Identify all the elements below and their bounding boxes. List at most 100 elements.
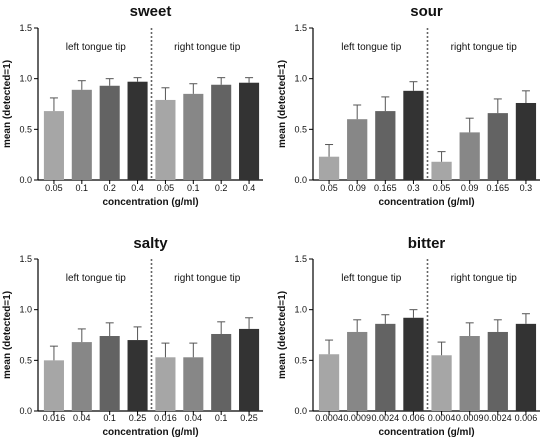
bar [127, 340, 148, 411]
x-tick-label: 0.09 [348, 183, 366, 193]
bar [487, 113, 508, 180]
y-tick-label: 1.0 [294, 305, 307, 315]
x-tick-label: 0.2 [215, 183, 228, 193]
y-tick-label: 0.0 [19, 406, 32, 416]
bar [183, 357, 204, 411]
y-tick-label: 0.5 [19, 124, 32, 134]
y-tick-label: 1.0 [19, 74, 32, 84]
x-tick-label: 0.25 [129, 413, 147, 423]
chart-title: sweet [130, 3, 172, 20]
y-axis-label: mean (detected=1) [2, 60, 13, 148]
y-tick-label: 0.0 [19, 175, 32, 185]
bar [183, 93, 204, 180]
x-tick-label: 0.3 [520, 183, 533, 193]
group-label-left: left tongue tip [66, 273, 126, 284]
group-label-right: right tongue tip [174, 42, 241, 53]
chart-title: salty [133, 235, 168, 252]
x-tick-label: 0.0009 [456, 413, 484, 423]
bar [459, 132, 480, 180]
y-axis-label: mean (detected=1) [277, 291, 288, 379]
x-tick-label: 0.0009 [343, 413, 371, 423]
x-tick-label: 0.165 [374, 183, 397, 193]
bar [375, 111, 396, 180]
x-tick-label: 0.05 [45, 183, 63, 193]
bar [211, 333, 232, 411]
x-tick-label: 0.1 [215, 413, 228, 423]
y-axis-label: mean (detected=1) [277, 60, 288, 148]
bar [71, 342, 92, 411]
x-tick-label: 0.016 [43, 413, 66, 423]
x-axis-label: concentration (g/ml) [378, 197, 474, 208]
bar [239, 82, 260, 180]
x-tick-label: 0.0024 [372, 413, 400, 423]
x-tick-label: 0.0024 [484, 413, 512, 423]
x-tick-label: 0.05 [157, 183, 175, 193]
group-label-right: right tongue tip [174, 273, 241, 284]
y-tick-label: 1.5 [294, 254, 307, 264]
chart-title: bitter [408, 235, 446, 252]
y-tick-label: 0.0 [294, 175, 307, 185]
bar [71, 89, 92, 180]
group-label-left: left tongue tip [341, 273, 401, 284]
y-tick-label: 1.5 [19, 23, 32, 33]
x-tick-label: 0.016 [154, 413, 177, 423]
x-axis-label: concentration (g/ml) [378, 427, 474, 438]
y-tick-label: 1.5 [294, 23, 307, 33]
group-label-left: left tongue tip [66, 42, 126, 53]
bar [403, 90, 424, 180]
x-tick-label: 0.1 [76, 183, 89, 193]
bar [239, 328, 260, 411]
chart-salty: salty 0.0 0.5 1.0 1.5 mean (detected=1) 0.016 0… [2, 235, 263, 438]
bar [431, 161, 452, 180]
chart-sweet: sweet 0.0 0.5 1.0 1.5 mean (detected=1) 0.05 0.… [2, 3, 263, 208]
group-label-left: left tongue tip [341, 42, 401, 53]
y-tick-label: 0.5 [19, 355, 32, 365]
x-tick-label: 0.0004 [428, 413, 456, 423]
x-tick-label: 0.4 [131, 183, 144, 193]
x-axis-label: concentration (g/ml) [102, 427, 198, 438]
bar [127, 81, 148, 180]
y-tick-label: 1.0 [294, 74, 307, 84]
chart-bitter: bitter 0.0 0.5 1.0 1.5 mean (detected=1) 0.000… [277, 235, 540, 438]
bar [515, 102, 537, 180]
bar [459, 336, 480, 411]
x-tick-label: 0.165 [487, 183, 510, 193]
x-tick-label: 0.0004 [315, 413, 343, 423]
bar [43, 111, 64, 180]
bar [99, 85, 120, 180]
x-tick-label: 0.25 [240, 413, 258, 423]
y-tick-label: 0.0 [294, 406, 307, 416]
x-tick-label: 0.04 [73, 413, 91, 423]
y-tick-label: 1.0 [19, 305, 32, 315]
bar [375, 323, 396, 411]
bar [155, 99, 176, 180]
bar [347, 119, 368, 180]
bar [487, 331, 508, 411]
x-tick-label: 0.04 [185, 413, 203, 423]
x-tick-label: 0.1 [187, 183, 200, 193]
x-tick-label: 0.05 [433, 183, 451, 193]
y-tick-label: 0.5 [294, 124, 307, 134]
x-tick-label: 0.05 [320, 183, 338, 193]
chart-sour: sour 0.0 0.5 1.0 1.5 mean (detected=1) 0.05 0.0… [277, 3, 540, 208]
bar [318, 156, 340, 180]
x-tick-label: 0.2 [103, 183, 116, 193]
x-tick-label: 0.09 [461, 183, 479, 193]
bar [431, 355, 452, 411]
bar [318, 354, 340, 411]
bar [99, 336, 120, 411]
bar [403, 317, 424, 411]
group-label-right: right tongue tip [451, 42, 518, 53]
y-tick-label: 1.5 [19, 254, 32, 264]
x-tick-label: 0.4 [243, 183, 256, 193]
bar [155, 357, 176, 411]
chart-title: sour [410, 3, 443, 20]
x-axis-label: concentration (g/ml) [102, 197, 198, 208]
x-tick-label: 0.006 [515, 413, 538, 423]
bar [515, 323, 537, 411]
y-tick-label: 0.5 [294, 355, 307, 365]
bar [211, 84, 232, 180]
y-axis-label: mean (detected=1) [2, 291, 13, 379]
x-tick-label: 0.1 [103, 413, 116, 423]
